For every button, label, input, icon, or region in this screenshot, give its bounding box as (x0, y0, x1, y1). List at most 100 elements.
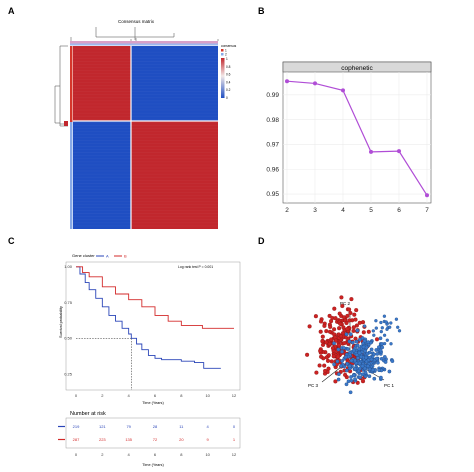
pca-point-blue (357, 351, 362, 355)
plot-b-strip (282, 61, 432, 73)
plot-b-title: cophenetic (341, 65, 373, 72)
km-annotation: Log rank test P = 0.001 (178, 265, 213, 269)
panel-d: D PC 2 PC 3 PC 1 (258, 236, 402, 395)
pca-point-red (343, 372, 348, 377)
pca-point-blue (353, 367, 358, 371)
km-x-tick: 10 (205, 393, 210, 398)
risk-x-tick: 12 (232, 452, 237, 457)
pca-point-red (326, 366, 331, 371)
pca-point-blue (377, 345, 381, 350)
pca-point-red (322, 323, 327, 328)
pca-point-blue (387, 369, 392, 374)
pca-point-blue (376, 360, 380, 365)
pca-point-blue (336, 347, 341, 352)
pca-point-blue (369, 357, 374, 362)
pca-point-red (318, 348, 323, 353)
pca-point-blue (382, 314, 387, 318)
x-tick-label: 2 (285, 207, 289, 214)
km-y-tick: 0.25 (64, 371, 73, 376)
pca-point-blue (369, 341, 373, 345)
pca-point-blue (349, 375, 353, 379)
pca-point-blue (332, 362, 336, 367)
legend-title: consensus (221, 44, 237, 48)
pca-point-blue (340, 349, 344, 354)
pca-point-blue (360, 364, 365, 369)
risk-value: 28 (153, 424, 158, 429)
pca-point-blue (332, 341, 336, 346)
pca-point-red (320, 339, 325, 344)
pca-point-red (354, 323, 359, 328)
pc1-label: PC 1 (384, 383, 395, 388)
pca-point-red (374, 337, 380, 342)
panel-letter-c: C (8, 236, 15, 246)
legend-colorbar (221, 58, 225, 98)
x-tick-label: 6 (397, 207, 401, 214)
pca-point-red (325, 358, 331, 363)
pca-point-blue (372, 333, 376, 337)
pca-point-blue (360, 372, 365, 377)
pca-point-blue (382, 355, 387, 359)
pca-point-red (318, 329, 323, 334)
pca-point-blue (347, 339, 352, 344)
pca-point-blue (385, 338, 389, 342)
pc2-label: PC 2 (340, 301, 351, 306)
km-y-tick: 1.00 (64, 264, 73, 269)
heatmap-block-1 (73, 46, 131, 122)
pca-point-red (338, 334, 344, 339)
pca-point-red (328, 324, 333, 329)
row-marker (64, 121, 68, 126)
pca-point-blue (344, 368, 349, 373)
pca-point-blue (389, 321, 393, 325)
risk-x-tick: 2 (101, 452, 104, 457)
pca-point-blue (354, 352, 359, 357)
km-x-tick: 4 (128, 393, 131, 398)
legend-cluster-1-swatch (221, 49, 224, 52)
pca-point-blue (335, 359, 340, 364)
pca-point-blue (356, 356, 360, 360)
legend-cluster-1: 1 (225, 49, 227, 53)
pca-point-blue (382, 341, 387, 346)
pca-point-blue (377, 368, 381, 372)
km-curve-A (76, 266, 221, 369)
risk-value: 11 (179, 424, 184, 429)
pca-point-red (349, 297, 354, 302)
risk-value: 223 (99, 437, 106, 442)
pca-point-blue (390, 359, 395, 363)
x-tick-label: 4 (341, 207, 345, 214)
cluster-side-1 (70, 46, 73, 122)
legend-tick-label: 0.8 (226, 65, 231, 69)
pca-point-blue (375, 352, 380, 356)
heatmap-legend: consensus 1 2 1 0.8 0.6 0.4 0.2 0 (221, 44, 237, 100)
pca-point-red (327, 313, 332, 318)
pca-point-red (320, 334, 325, 339)
pca-point-blue (352, 348, 356, 353)
pca-point-red (337, 311, 342, 316)
risk-table-frame (65, 417, 241, 449)
panel-a: A Consensus matrix consensus 1 2 (8, 6, 237, 229)
panel-c: C Gene cluster A B Log rank test P = 0.0… (8, 236, 241, 467)
km-x-tick: 2 (101, 393, 104, 398)
risk-x-tick: 4 (128, 452, 131, 457)
pca-point-red (317, 363, 322, 368)
legend-cluster-2-swatch (221, 53, 224, 56)
pca-point-red (341, 325, 346, 330)
pca-point-blue (380, 326, 384, 330)
km-y-tick: 0.75 (64, 300, 73, 305)
pca-point-blue (374, 356, 379, 361)
pca-point-red (341, 315, 347, 320)
series-line (286, 80, 428, 196)
pca-point-red (324, 329, 329, 334)
pca-point-red (330, 346, 335, 351)
heatmap-block-2 (131, 46, 218, 122)
data-point (285, 79, 289, 84)
pca-point-blue (396, 325, 400, 329)
pca-point-red (357, 320, 362, 325)
pca-point-blue (372, 376, 377, 381)
pca-point-red (307, 324, 312, 329)
pca-point-blue (367, 374, 372, 379)
pca-point-blue (359, 354, 364, 359)
pc3-label: PC 3 (308, 383, 319, 388)
pca-point-red (329, 359, 334, 364)
risk-value: 9 (207, 437, 210, 442)
